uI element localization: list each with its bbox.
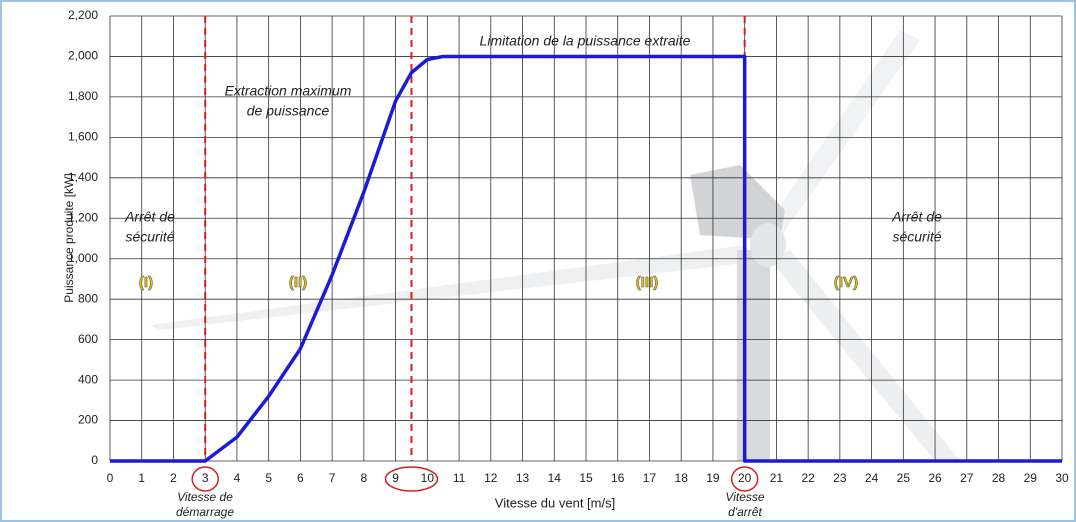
- annotation: Arrêt de: [891, 209, 942, 225]
- x-tick-label: 8: [361, 471, 368, 485]
- x-tick-label: 2: [170, 471, 177, 485]
- y-tick-label: 2,200: [68, 8, 98, 22]
- y-tick-label: 1,600: [68, 130, 98, 144]
- x-tick-label: 18: [675, 471, 689, 485]
- x-tick-label: 10: [421, 471, 435, 485]
- annotation: sécurité: [125, 229, 174, 245]
- annotation: Arrêt de: [124, 209, 175, 225]
- x-tick-label: 27: [960, 471, 974, 485]
- annotation: (IV): [834, 274, 858, 291]
- x-tick-label: 7: [329, 471, 336, 485]
- x-tick-label: 28: [992, 471, 1006, 485]
- grid: [109, 15, 1063, 462]
- x-tick-label: 12: [484, 471, 498, 485]
- highlight-circle: [384, 466, 439, 492]
- y-tick-label: 0: [91, 453, 98, 467]
- y-tick-label: 1,800: [68, 89, 98, 103]
- x-tick-label: 29: [1024, 471, 1038, 485]
- power-curve: [110, 54, 1062, 463]
- y-tick-label: 600: [78, 332, 98, 346]
- highlight-circle: [730, 466, 759, 492]
- y-tick-label: 1,400: [68, 170, 98, 184]
- annotation: Vitesse de: [177, 490, 233, 504]
- x-tick-label: 3: [202, 471, 209, 485]
- x-tick-label: 14: [548, 471, 562, 485]
- annotation: démarrage: [176, 505, 234, 519]
- y-axis-title: Puissance produite [kW]: [62, 173, 76, 302]
- annotation: Extraction maximum: [225, 83, 352, 99]
- x-tick-label: 9: [392, 471, 399, 485]
- x-tick-label: 4: [234, 471, 241, 485]
- y-tick-label: 800: [78, 291, 98, 305]
- x-tick-label: 13: [516, 471, 530, 485]
- annotation: de puissance: [247, 103, 330, 119]
- x-tick-label: 16: [611, 471, 625, 485]
- x-tick-label: 30: [1055, 471, 1069, 485]
- x-axis-title: Vitesse du vent [m/s]: [495, 495, 615, 510]
- y-tick-label: 400: [78, 372, 98, 386]
- x-tick-label: 21: [770, 471, 784, 485]
- x-tick-label: 22: [801, 471, 815, 485]
- annotation: (II): [289, 274, 307, 291]
- x-tick-label: 17: [643, 471, 657, 485]
- x-tick-label: 20: [738, 471, 752, 485]
- annotation: sécurité: [892, 229, 941, 245]
- x-tick-label: 23: [833, 471, 847, 485]
- x-tick-label: 15: [579, 471, 593, 485]
- highlight-circle: [191, 466, 219, 492]
- x-tick-label: 19: [706, 471, 720, 485]
- y-tick-label: 2,000: [68, 49, 98, 63]
- annotation: d'arrêt: [728, 505, 762, 519]
- annotation: (I): [139, 274, 153, 291]
- y-tick-label: 1,000: [68, 251, 98, 265]
- x-tick-label: 6: [297, 471, 304, 485]
- x-tick-label: 1: [138, 471, 145, 485]
- y-tick-label: 200: [78, 413, 98, 427]
- x-tick-label: 24: [865, 471, 879, 485]
- x-tick-label: 26: [928, 471, 942, 485]
- annotation: (III): [636, 274, 659, 291]
- annotation: Limitation de la puissance extraite: [480, 33, 691, 49]
- x-tick-label: 0: [107, 471, 114, 485]
- x-tick-label: 25: [897, 471, 911, 485]
- annotation: Vitesse: [725, 490, 764, 504]
- x-tick-label: 5: [265, 471, 272, 485]
- y-tick-label: 1,200: [68, 210, 98, 224]
- x-tick-label: 11: [453, 471, 466, 485]
